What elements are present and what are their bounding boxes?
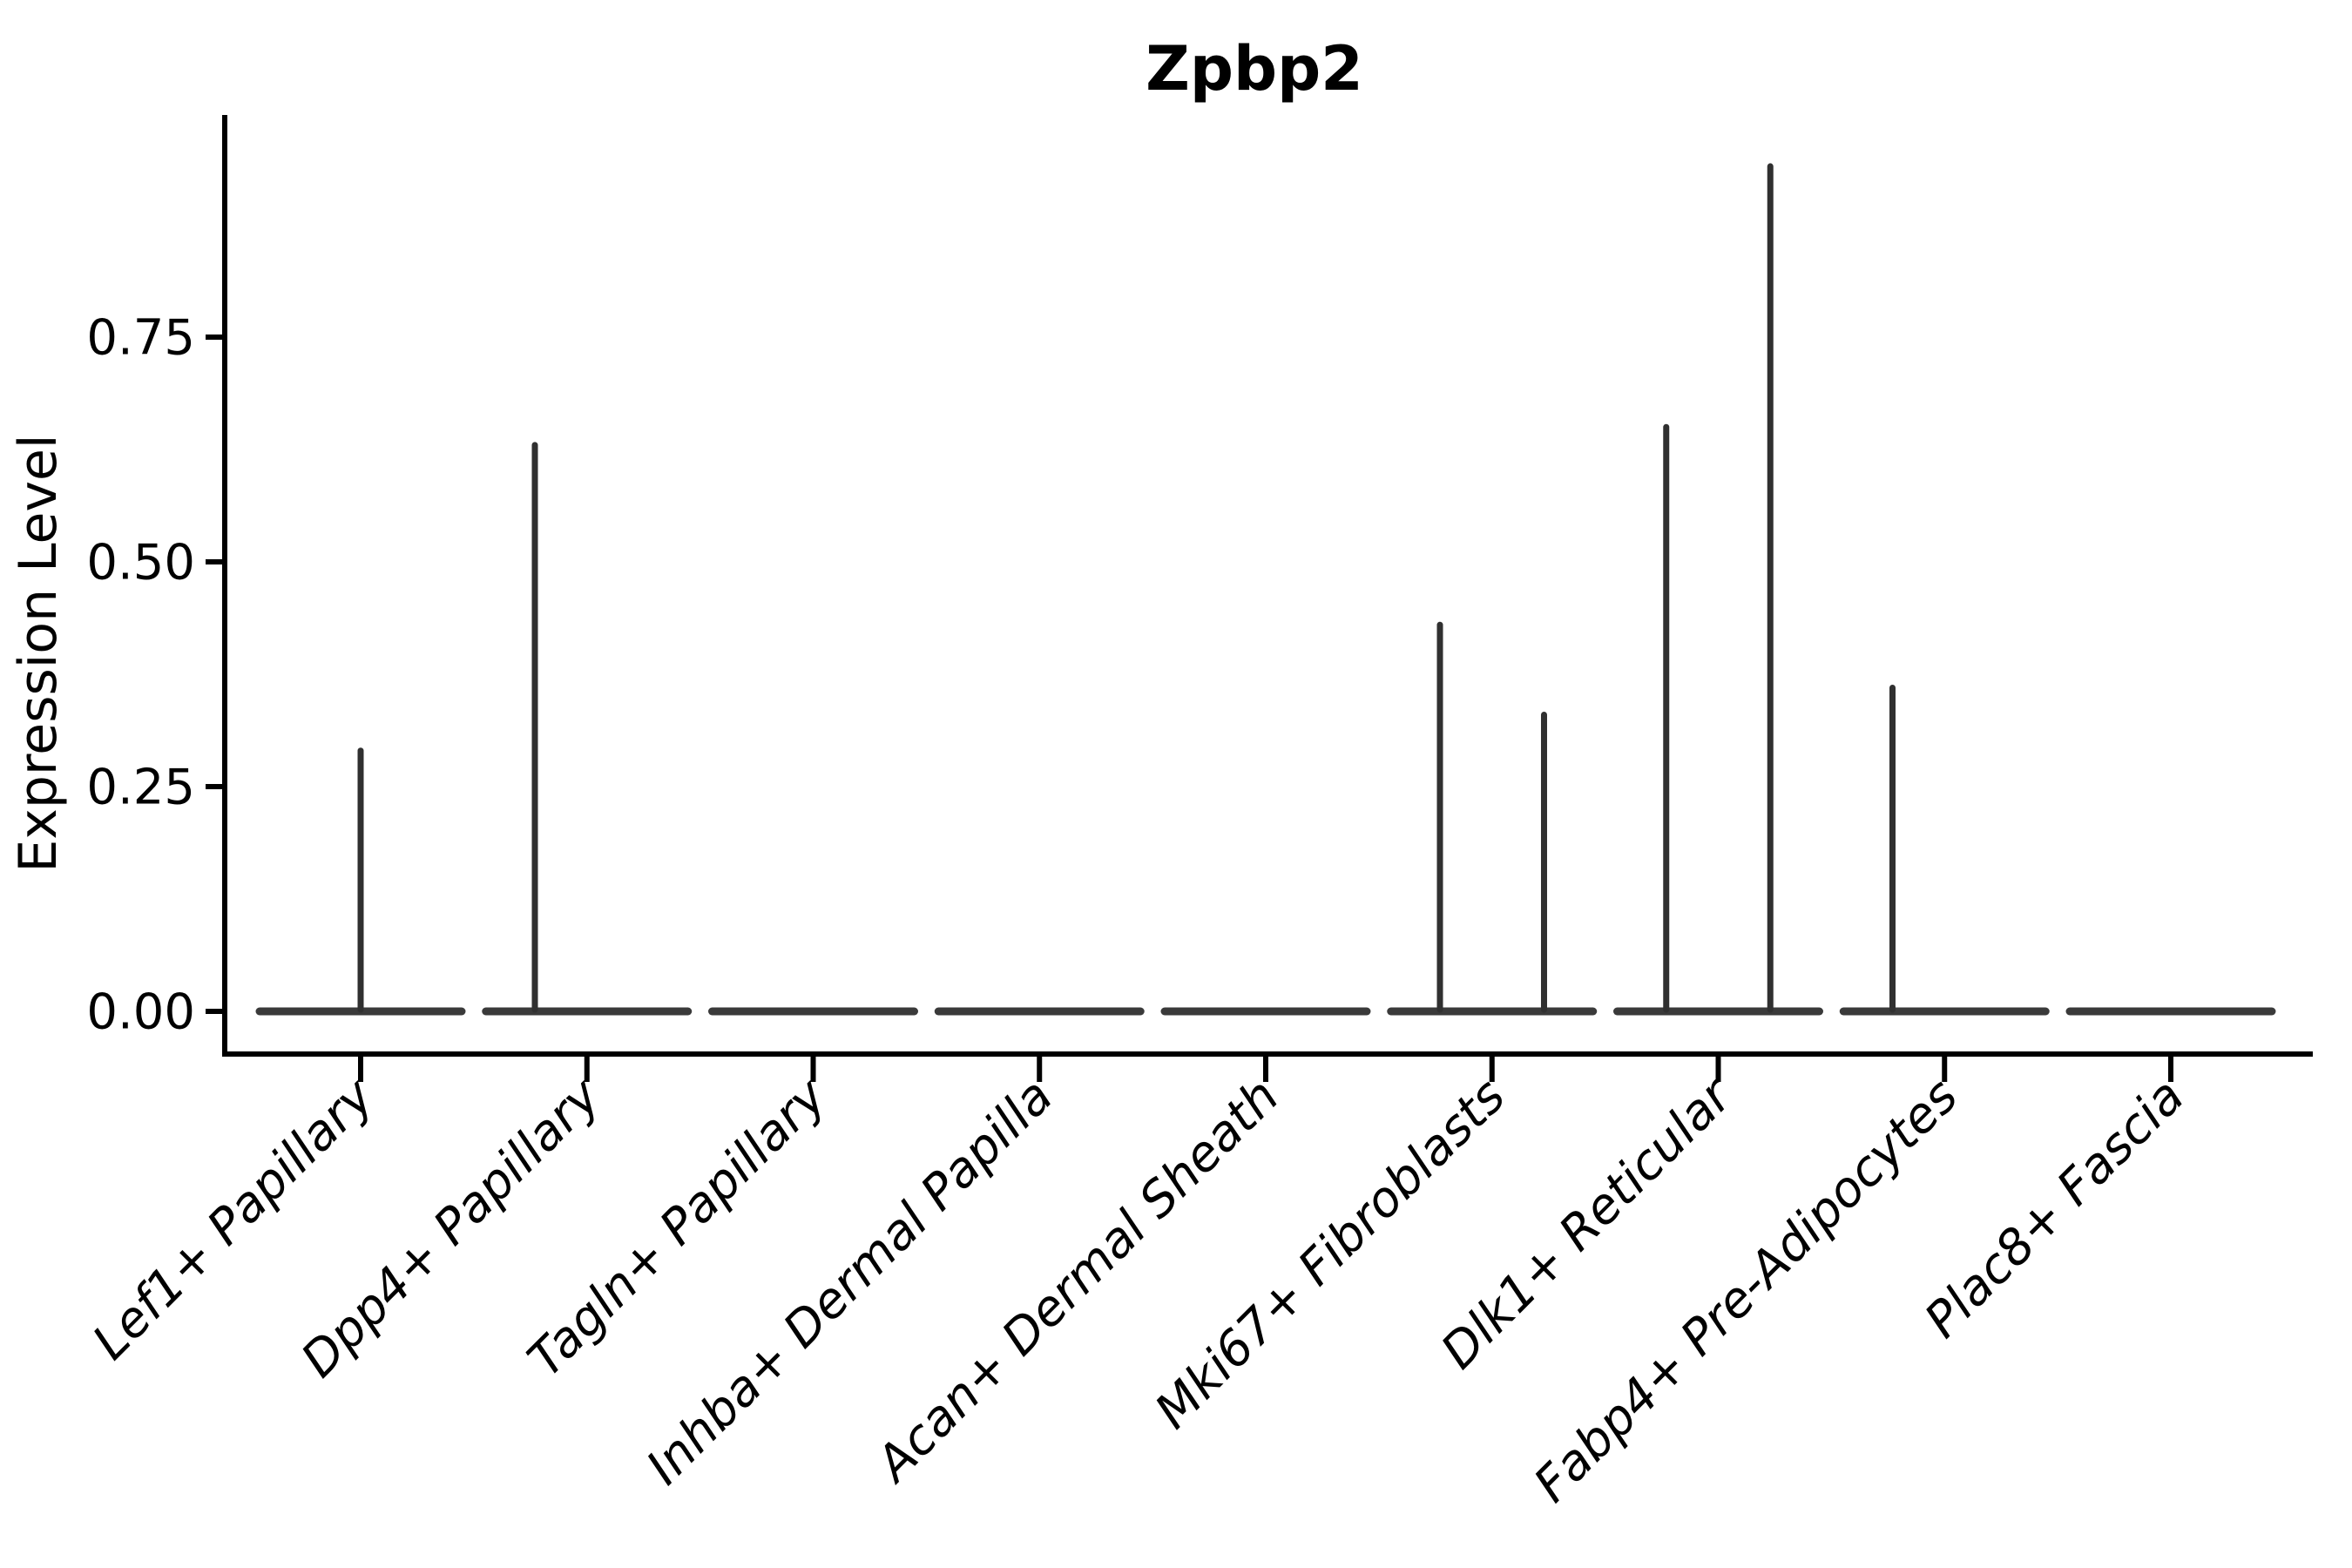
violin <box>255 747 466 1016</box>
x-tick-label: Fabp4+ Pre-Adipocytes <box>1524 1068 1969 1513</box>
violin <box>1387 621 1598 1016</box>
violin <box>482 442 693 1016</box>
violin <box>1613 163 1823 1016</box>
x-tick-label: Inhba+ Dermal Papilla <box>636 1068 1064 1496</box>
violin <box>1839 684 2050 1016</box>
y-tick-label: 0.00 <box>86 984 195 1041</box>
y-tick-label: 0.25 <box>86 760 195 816</box>
y-tick-label: 0.75 <box>86 310 195 367</box>
y-axis-label: Expression Level <box>8 434 69 872</box>
violins <box>255 163 2276 1016</box>
x-tick-label: Acan+ Dermal Sheath <box>864 1068 1290 1494</box>
y-axis-ticks: 0.00 0.25 0.50 0.75 <box>86 310 225 1041</box>
chart-title: Zpbp2 <box>1146 33 1363 105</box>
y-tick-label: 0.50 <box>86 535 195 591</box>
